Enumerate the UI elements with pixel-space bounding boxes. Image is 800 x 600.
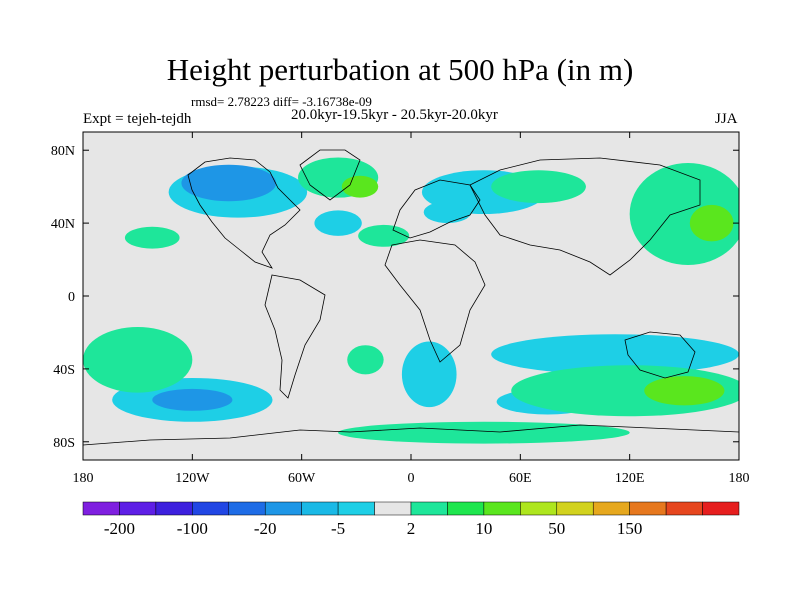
- colorbar-swatch: [665, 501, 703, 516]
- x-axis: 180 120W 60W 0 60E 120E 180: [73, 132, 750, 486]
- rmsd-diff-stats: rmsd= 2.78223 diff= -3.16738e-09: [191, 94, 372, 109]
- period-label: 20.0kyr-19.5kyr - 20.5kyr-20.0kyr: [291, 107, 498, 123]
- colorbar-swatch: [337, 501, 375, 516]
- field-region: [689, 204, 734, 242]
- colorbar-swatch: [301, 501, 339, 516]
- x-tick-label: 180: [729, 471, 750, 486]
- field-region: [644, 376, 725, 406]
- x-tick-label: 120W: [175, 471, 210, 486]
- field-region: [341, 175, 379, 198]
- y-tick-label: 0: [68, 290, 75, 305]
- height-field: [83, 157, 739, 444]
- colorbar-swatch: [447, 501, 485, 516]
- field-region: [491, 170, 586, 204]
- field-region: [181, 164, 277, 202]
- field-region: [83, 326, 193, 393]
- y-axis: 80N 40N 0 40S 80S: [51, 144, 739, 451]
- y-tick-label: 40N: [51, 217, 75, 232]
- field-region: [423, 201, 472, 224]
- field-region: [124, 226, 180, 249]
- season-label: JJA: [715, 111, 738, 127]
- colorbar-label: 2: [407, 519, 416, 538]
- colorbar-label: -5: [331, 519, 345, 538]
- field-region: [358, 224, 410, 247]
- field-region: [314, 210, 362, 236]
- colorbar-swatch: [520, 501, 558, 516]
- colorbar-swatch: [192, 501, 230, 516]
- coastlines: [83, 149, 739, 446]
- colorbar-label: 150: [617, 519, 643, 538]
- colorbar-swatch: [556, 501, 594, 516]
- colorbar-label: -100: [177, 519, 208, 538]
- colorbar-label: 50: [548, 519, 565, 538]
- field-region: [152, 388, 233, 411]
- colorbar-swatch: [82, 501, 120, 516]
- colorbar-label: -200: [104, 519, 135, 538]
- x-tick-label: 60W: [288, 471, 316, 486]
- experiment-label: Expt = tejeh-tejdh: [83, 111, 192, 127]
- field-region: [401, 341, 457, 408]
- x-tick-label: 60E: [509, 471, 532, 486]
- y-tick-label: 80S: [53, 436, 75, 451]
- colorbar-swatch: [702, 501, 740, 516]
- colorbar: [82, 501, 740, 516]
- colorbar-swatch: [155, 501, 193, 516]
- colorbar-swatch: [119, 501, 157, 516]
- x-tick-label: 120E: [615, 471, 645, 486]
- colorbar-swatch: [374, 501, 412, 516]
- field-region: [491, 334, 739, 375]
- y-tick-label: 80N: [51, 144, 75, 159]
- colorbar-swatch: [264, 501, 302, 516]
- colorbar-swatch: [483, 501, 521, 516]
- x-tick-label: 0: [408, 471, 415, 486]
- plot-title: Height perturbation at 500 hPa (in m): [166, 52, 634, 87]
- colorbar-swatch: [228, 501, 266, 516]
- colorbar-swatch: [629, 501, 667, 516]
- colorbar-labels: -200 -100 -20 -5 2 10 50 150: [104, 519, 643, 538]
- x-tick-label: 180: [73, 471, 94, 486]
- colorbar-label: -20: [254, 519, 277, 538]
- colorbar-swatch: [410, 501, 448, 516]
- colorbar-swatch: [592, 501, 630, 516]
- field-region: [347, 345, 384, 375]
- y-tick-label: 40S: [53, 363, 75, 378]
- colorbar-label: 10: [475, 519, 492, 538]
